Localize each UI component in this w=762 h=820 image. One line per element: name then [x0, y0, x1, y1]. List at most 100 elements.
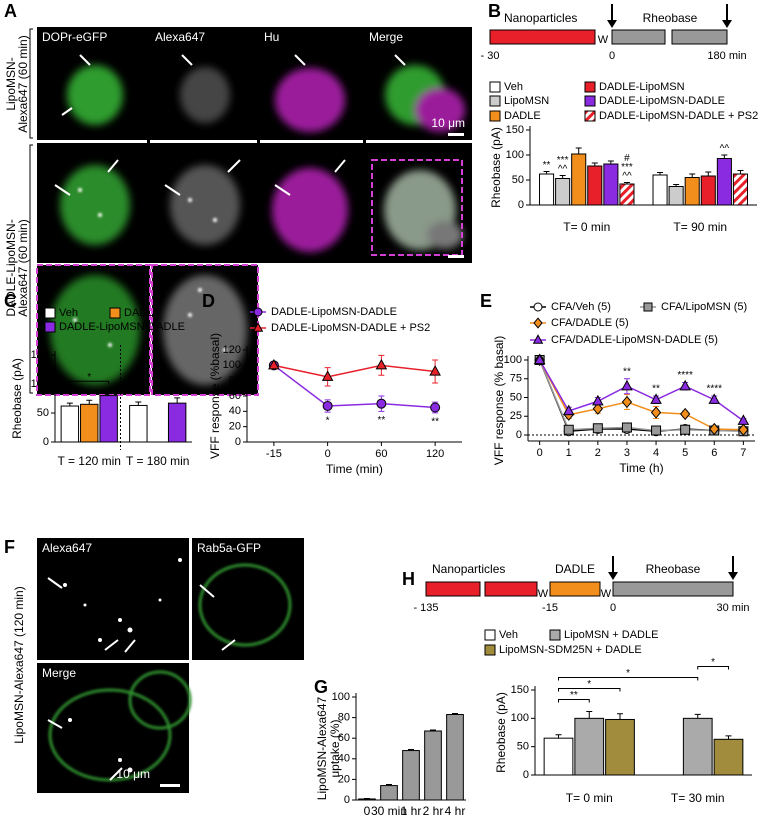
y-axis-label: uptake (%) — [328, 719, 342, 777]
series-line — [273, 364, 436, 409]
legend-marker — [532, 334, 544, 344]
marker — [592, 423, 603, 434]
panel-letter: H — [402, 569, 415, 589]
bar — [380, 785, 398, 801]
x-axis-label: Time (h) — [619, 461, 663, 475]
y-tick-label: 50 — [517, 741, 529, 753]
marker — [375, 358, 388, 370]
marker — [680, 407, 691, 421]
timeline-label: W — [598, 34, 609, 46]
scale-bar — [448, 255, 464, 258]
significance-label: * — [711, 657, 715, 668]
legend-swatch — [489, 81, 501, 93]
timeline-tick: - 30 — [481, 50, 500, 62]
column-label: DOPr-eGFP — [42, 30, 107, 44]
y-tick-label: 80 — [229, 375, 241, 387]
error-bar — [105, 392, 112, 396]
error-bar — [673, 184, 680, 187]
dividers — [147, 27, 366, 263]
bar — [60, 405, 80, 443]
legend-label: Veh — [59, 307, 78, 319]
x-tick-label: 60 — [375, 448, 387, 460]
y-tick-label: 50 — [512, 174, 524, 186]
x-tick-label: T= 0 min — [563, 220, 610, 234]
error-bar — [705, 171, 712, 176]
x-tick-label: 4 — [653, 447, 659, 459]
image-label: Alexa647 — [42, 541, 92, 555]
timeline-label: DADLE — [555, 562, 595, 576]
timeline-label: Nanoparticles — [504, 11, 577, 25]
image-label: Merge — [42, 666, 76, 680]
error-bar — [559, 175, 566, 179]
significance-label: ^^ — [558, 164, 568, 175]
bar — [574, 717, 605, 776]
significance-label: * — [326, 416, 330, 427]
marker — [709, 422, 720, 436]
bar — [668, 186, 684, 206]
bar — [129, 404, 148, 443]
legend-label: LipoMSN — [504, 95, 549, 107]
significance-bracket — [697, 666, 729, 670]
x-tick-label: T = 180 min — [126, 454, 189, 468]
error-bar — [591, 162, 598, 166]
timeline-tick: - 135 — [413, 602, 438, 614]
bar — [732, 173, 748, 206]
legend-label: DADLE-LipoMSN-DADLE — [599, 95, 725, 107]
y-tick-label: 100 — [504, 354, 522, 366]
timeline-tick: -15 — [542, 602, 558, 614]
y-tick-label: 0 — [43, 436, 49, 448]
bar — [716, 158, 732, 206]
error-bar — [586, 711, 593, 719]
significance-label: *** — [557, 155, 569, 166]
legend-label: DADLE-LipoMSN — [599, 81, 685, 93]
legend-swatch — [484, 629, 496, 641]
scale-bar — [160, 784, 180, 787]
legend-swatch — [584, 95, 596, 107]
legend-label: DADLE-LipoMSN-DADLE — [59, 321, 185, 333]
marker — [621, 395, 633, 409]
marker — [533, 353, 546, 365]
row-label: LipoMSN- — [4, 57, 18, 110]
image-label: Rab5a-GFP — [197, 541, 261, 555]
timeline-label: W — [601, 588, 612, 600]
timeline-tick: 0 — [609, 50, 615, 62]
marker — [321, 370, 334, 381]
significance-bracket — [558, 677, 699, 681]
bar — [539, 173, 555, 206]
legend-swatch — [489, 110, 501, 122]
scale-label: 10 μm — [116, 767, 150, 781]
series-line — [538, 359, 744, 422]
error-bar — [364, 797, 370, 799]
marker — [562, 404, 575, 416]
error-bar — [452, 712, 458, 715]
panel-letter: C — [4, 291, 17, 311]
legend-swatch — [489, 95, 501, 107]
error-bar — [575, 147, 582, 154]
cell — [50, 275, 140, 385]
bar — [446, 714, 464, 801]
bar — [700, 175, 716, 206]
error-bar — [386, 784, 392, 786]
legend-swatch — [44, 321, 56, 333]
puncta — [63, 558, 182, 773]
bar — [652, 174, 668, 206]
timeline-segment — [612, 581, 734, 597]
image-bg — [37, 538, 189, 660]
timeline-segment — [671, 29, 728, 45]
bar — [713, 738, 744, 776]
error-bar — [689, 173, 696, 178]
timeline-segment — [484, 581, 538, 597]
legend-label: LipoMSN-SDM25N + DADLE — [499, 644, 642, 656]
significance-bracket — [558, 699, 590, 703]
legend-label: CFA/Veh (5) — [551, 301, 611, 313]
y-tick-label: 20 — [338, 773, 350, 785]
legend-swatch — [109, 307, 121, 319]
bar — [358, 798, 376, 801]
error-bar — [408, 749, 414, 751]
legend-label: CFA/DADLE (5) — [551, 317, 629, 329]
arrows — [54, 54, 406, 196]
timeline-segment — [611, 29, 666, 45]
legend-label: CFA/DADLE-LipoMSN-DADLE (5) — [551, 334, 718, 346]
legend-marker — [643, 302, 653, 312]
column-label: Merge — [369, 30, 403, 44]
